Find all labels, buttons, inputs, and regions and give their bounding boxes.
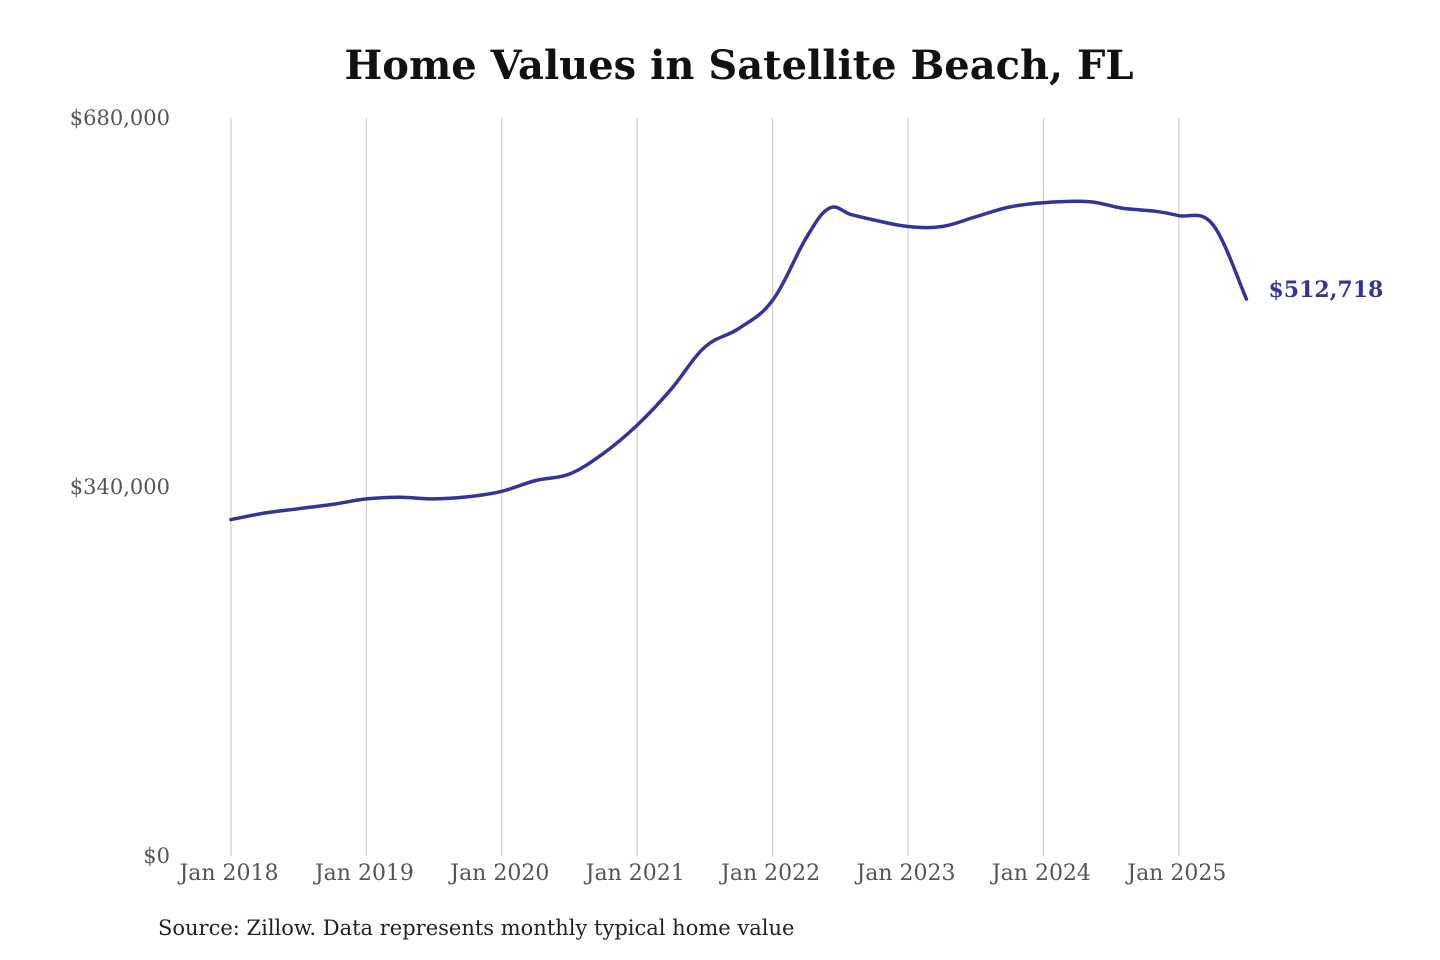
series-end-label: $512,718 bbox=[1269, 277, 1384, 303]
x-tick-label: Jan 2018 bbox=[177, 861, 278, 886]
x-tick-label: Jan 2019 bbox=[313, 861, 414, 886]
x-tick-label: Jan 2021 bbox=[584, 861, 685, 886]
x-tick-label: Jan 2024 bbox=[990, 861, 1091, 886]
y-tick-label: $0 bbox=[143, 844, 170, 868]
y-axis-ticks: $0 $340,000 $680,000 bbox=[70, 106, 170, 868]
grid-lines bbox=[230, 118, 1180, 856]
end-labels: $512,718 bbox=[1269, 277, 1384, 303]
x-tick-label: Jan 2023 bbox=[854, 861, 955, 886]
chart-title: Home Values in Satellite Beach, FL bbox=[344, 42, 1134, 89]
y-tick-label: $340,000 bbox=[70, 475, 170, 499]
y-tick-label: $680,000 bbox=[70, 106, 170, 130]
series-line-0 bbox=[229, 199, 1249, 522]
series-layer bbox=[229, 199, 1249, 522]
x-tick-label: Jan 2025 bbox=[1125, 861, 1226, 886]
x-tick-label: Jan 2022 bbox=[719, 861, 820, 886]
source-note: Source: Zillow. Data represents monthly … bbox=[158, 916, 795, 940]
x-tick-label: Jan 2020 bbox=[448, 861, 549, 886]
x-axis-ticks: Jan 2018 Jan 2019 Jan 2020 Jan 2021 Jan 2022… bbox=[177, 861, 1226, 886]
